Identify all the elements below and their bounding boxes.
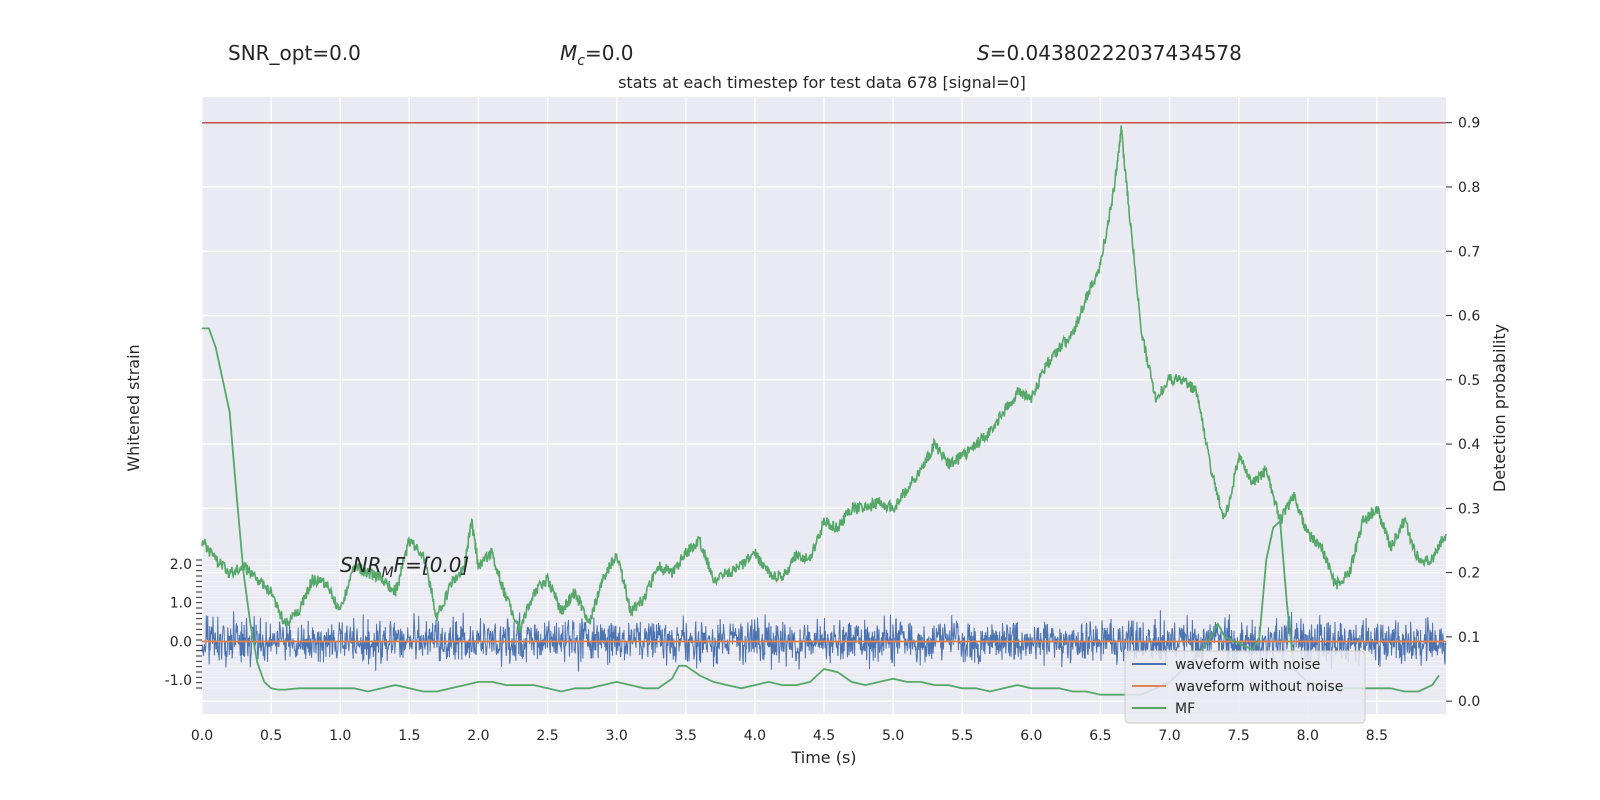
- x-tick-label-11: 5.5: [951, 728, 973, 744]
- x-tick-label-3: 1.5: [398, 728, 420, 744]
- probability-layer: [201, 125, 1447, 634]
- x-tick-label-16: 8.0: [1297, 728, 1319, 744]
- x-tick-label-9: 4.5: [813, 728, 835, 744]
- legend-box: [1124, 650, 1366, 724]
- x-tick-label-2: 1.0: [329, 728, 351, 744]
- x-tick-label-0: 0.0: [191, 728, 213, 744]
- x-tick-label-15: 7.5: [1228, 728, 1250, 744]
- snr-mf-annotation: SNRMF=[0.0]: [340, 553, 469, 581]
- left-tick-label-3: -1.0: [165, 673, 192, 689]
- right-tick-label-9: 0.9: [1458, 116, 1480, 132]
- left-tick-label-0: 2.0: [170, 557, 192, 573]
- right-tick-label-4: 0.4: [1458, 437, 1480, 453]
- left-axis-ticks: 2.0 1.0 0.0 -1.0: [165, 557, 202, 689]
- x-tick-label-7: 3.5: [675, 728, 697, 744]
- stat-s-label: S=0.04380222037434578: [977, 41, 1242, 65]
- right-tick-label-7: 0.7: [1458, 244, 1480, 260]
- snr-opt-label: SNR_opt=0.0: [228, 41, 361, 65]
- x-tick-label-10: 5.0: [882, 728, 904, 744]
- right-tick-label-6: 0.6: [1458, 309, 1480, 325]
- chart-title: stats at each timestep for test data 678…: [618, 73, 1026, 92]
- x-axis-ticks: 0.0 0.5 1.0 1.5 2.0 2.5 3.0 3.5 4.0 4.5 5.0 5.5 6.0 6…: [191, 728, 1388, 744]
- x-tick-label-5: 2.5: [536, 728, 558, 744]
- right-tick-label-3: 0.3: [1458, 501, 1480, 517]
- right-tick-label-1: 0.1: [1458, 630, 1480, 646]
- chirp-mass-label: Mc=0.0: [560, 41, 634, 69]
- legend-label-clean: waveform without noise: [1175, 679, 1343, 695]
- x-tick-label-1: 0.5: [260, 728, 282, 744]
- x-tick-label-14: 7.0: [1158, 728, 1180, 744]
- right-tick-label-5: 0.5: [1458, 373, 1480, 389]
- left-tick-label-1: 1.0: [170, 596, 192, 612]
- right-tick-label-8: 0.8: [1458, 180, 1480, 196]
- right-axis-ticks: 0.0 0.1 0.2 0.3 0.4 0.5 0.6 0.7 0.8 0.9: [1446, 116, 1480, 710]
- left-tick-label-2: 0.0: [170, 634, 192, 650]
- mf-line: [202, 327, 1440, 696]
- x-tick-label-17: 8.5: [1366, 728, 1388, 744]
- x-tick-label-13: 6.5: [1089, 728, 1111, 744]
- right-axis-label: Detection probability: [1490, 324, 1509, 492]
- x-axis-label: Time (s): [790, 748, 856, 767]
- right-tick-label-0: 0.0: [1458, 694, 1480, 710]
- right-tick-label-2: 0.2: [1458, 566, 1480, 582]
- probability-line: [201, 125, 1447, 634]
- mf-layer: [202, 327, 1440, 696]
- x-tick-label-12: 6.0: [1020, 728, 1042, 744]
- legend-label-mf: MF: [1175, 701, 1195, 717]
- x-tick-label-8: 4.0: [744, 728, 766, 744]
- legend: waveform with noise waveform without noi…: [1124, 650, 1366, 724]
- left-axis-label: Whitened strain: [124, 344, 143, 471]
- x-tick-label-6: 3.0: [606, 728, 628, 744]
- x-tick-label-4: 2.0: [467, 728, 489, 744]
- legend-label-noise: waveform with noise: [1175, 657, 1320, 673]
